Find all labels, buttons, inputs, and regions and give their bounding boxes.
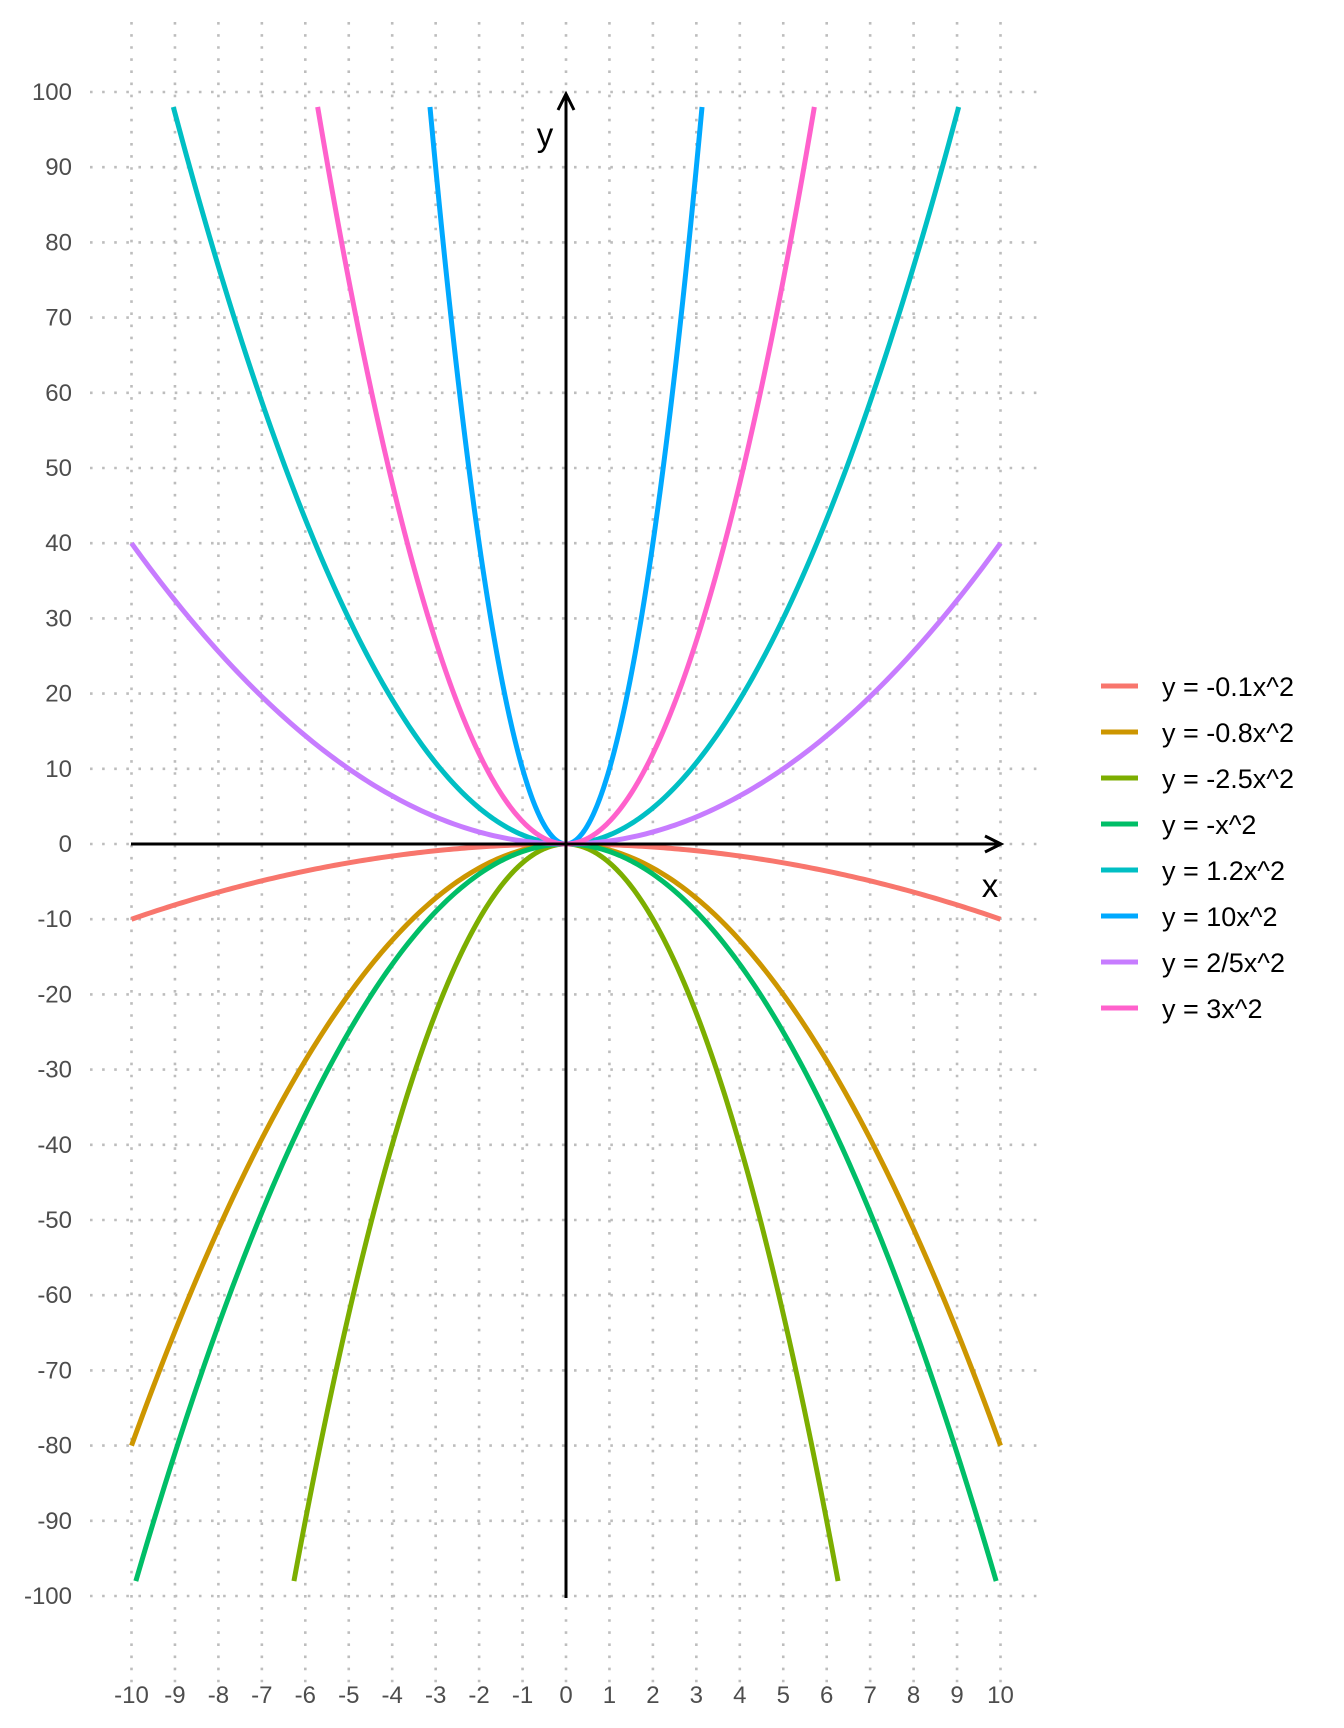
legend-label: y = -2.5x^2 xyxy=(1162,764,1294,794)
y-tick-label: 100 xyxy=(32,79,72,106)
legend-label: y = -x^2 xyxy=(1162,810,1256,840)
y-tick-label: -60 xyxy=(37,1282,72,1309)
x-tick-label: -5 xyxy=(338,1682,359,1709)
y-tick-label: -30 xyxy=(37,1057,72,1084)
grid xyxy=(90,22,1040,1690)
legend: y = -0.1x^2 y = -0.8x^2 y = -2.5x^2 y = -x^… xyxy=(1101,672,1294,1024)
x-tick-label: -10 xyxy=(114,1682,149,1709)
x-tick-label: 1 xyxy=(603,1682,616,1709)
y-tick-label: 70 xyxy=(45,305,72,332)
x-axis-arrowhead xyxy=(984,834,1005,854)
x-tick-label: 8 xyxy=(907,1682,920,1709)
legend-label: y = -0.8x^2 xyxy=(1162,718,1294,748)
y-tick-label: -80 xyxy=(37,1433,72,1460)
y-tick-label: 20 xyxy=(45,681,72,708)
x-tick-label: 2 xyxy=(646,1682,659,1709)
y-tick-label: -20 xyxy=(37,981,72,1008)
x-tick-label: -2 xyxy=(468,1682,489,1709)
legend-label: y = 3x^2 xyxy=(1162,994,1262,1024)
x-tick-label: -7 xyxy=(251,1682,272,1709)
y-tick-label: 40 xyxy=(45,530,72,557)
x-tick-label: 3 xyxy=(690,1682,703,1709)
y-axis-arrowhead xyxy=(556,90,576,111)
y-tick-label: -100 xyxy=(24,1583,72,1610)
x-tick-label: -1 xyxy=(512,1682,533,1709)
y-tick-label: -70 xyxy=(37,1357,72,1384)
y-tick-label: -90 xyxy=(37,1508,72,1535)
legend-label: y = 1.2x^2 xyxy=(1162,856,1285,886)
x-axis-title: x xyxy=(982,867,999,904)
x-tick-label: -8 xyxy=(208,1682,229,1709)
x-tick-label: -9 xyxy=(164,1682,185,1709)
x-tick-label: -3 xyxy=(425,1682,446,1709)
x-tick-label: 7 xyxy=(863,1682,876,1709)
y-tick-label: 50 xyxy=(45,455,72,482)
legend-label: y = -0.1x^2 xyxy=(1162,672,1294,702)
x-tick-label: 9 xyxy=(950,1682,963,1709)
x-tick-label: 5 xyxy=(777,1682,790,1709)
y-tick-label: 10 xyxy=(45,756,72,783)
y-tick-label: -50 xyxy=(37,1207,72,1234)
y-tick-label: 30 xyxy=(45,605,72,632)
y-tick-label: 90 xyxy=(45,154,72,181)
x-tick-label: -4 xyxy=(382,1682,403,1709)
y-tick-label: -10 xyxy=(37,906,72,933)
legend-label: y = 10x^2 xyxy=(1162,902,1278,932)
x-tick-label: -6 xyxy=(295,1682,316,1709)
x-tick-label: 4 xyxy=(733,1682,746,1709)
y-tick-label: 80 xyxy=(45,229,72,256)
y-axis-title: y xyxy=(537,116,554,153)
x-tick-label: 6 xyxy=(820,1682,833,1709)
x-tick-label: 10 xyxy=(987,1682,1014,1709)
legend-label: y = 2/5x^2 xyxy=(1162,948,1285,978)
y-tick-label: 0 xyxy=(59,831,72,858)
y-tick-label: -40 xyxy=(37,1132,72,1159)
tick-labels: -10 -9 -8 -7 -6 -5 -4 -3 -2 -1 0 1 2 3 4 5 6 7 8 9 101009080… xyxy=(24,79,1014,1709)
axes: x y xyxy=(131,90,1005,1598)
y-tick-label: 60 xyxy=(45,380,72,407)
x-tick-label: 0 xyxy=(559,1682,572,1709)
